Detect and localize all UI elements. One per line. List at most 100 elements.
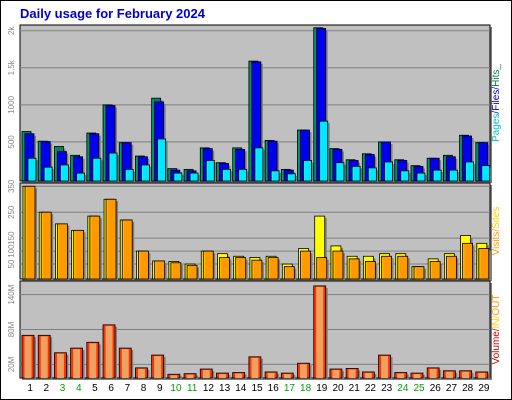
bar-pages-day-16 <box>270 170 282 183</box>
bar-visits-day-13 <box>219 257 232 281</box>
bar-pages-day-27 <box>448 169 460 183</box>
x-tick-label: 2 <box>44 383 50 394</box>
bar-pages-day-23 <box>384 161 395 183</box>
bar-pages-day-24 <box>400 170 411 183</box>
x-tick-label: 9 <box>157 383 163 394</box>
tick-label-visits: 250 <box>7 205 16 219</box>
tick-label-volume: 20M <box>7 356 16 372</box>
bar-visits-day-8 <box>138 250 151 281</box>
bar-volume-day-23 <box>378 354 393 380</box>
bar-visits-day-16 <box>267 257 281 281</box>
bar-visits-day-4 <box>73 229 86 281</box>
bar-volume-day-6 <box>102 324 118 380</box>
bar-pages-day-6 <box>108 152 120 183</box>
bar-volume-day-13 <box>216 372 231 380</box>
bar-visits-day-15 <box>251 259 264 281</box>
bar-visits-day-24 <box>397 255 410 281</box>
bar-visits-day-18 <box>300 250 313 281</box>
x-tick-label: 1 <box>27 383 33 394</box>
bar-visits-day-26 <box>429 261 443 281</box>
bar-pages-day-1 <box>27 157 38 183</box>
bar-volume-day-26 <box>426 367 442 380</box>
bar-visits-day-11 <box>186 264 200 281</box>
tick-label-hits: 1,5k <box>7 59 16 75</box>
bar-visits-day-1 <box>24 185 37 281</box>
bar-visits-day-7 <box>121 219 135 281</box>
bar-visits-day-21 <box>348 258 362 281</box>
bar-volume-day-24 <box>394 372 409 380</box>
bar-pages-day-18 <box>303 160 314 183</box>
x-tick-label: 29 <box>478 383 490 394</box>
bar-pages-day-9 <box>157 138 168 183</box>
bar-volume-day-17 <box>280 372 296 380</box>
bar-volume-day-11 <box>183 373 199 380</box>
bar-visits-day-14 <box>235 257 248 281</box>
bar-volume-day-15 <box>248 356 263 380</box>
bar-visits-day-29 <box>478 248 491 281</box>
bar-pages-day-20 <box>335 162 346 183</box>
bar-visits-day-28 <box>462 242 475 281</box>
x-tick-label: 13 <box>219 383 231 394</box>
bar-visits-day-12 <box>202 250 216 281</box>
x-tick-label: 4 <box>76 383 82 394</box>
bar-visits-day-19 <box>316 257 329 281</box>
x-tick-label: 10 <box>170 383 182 394</box>
bar-pages-day-26 <box>432 169 444 183</box>
x-tick-label: 20 <box>332 383 344 394</box>
bar-volume-day-19 <box>313 285 328 380</box>
x-tick-label: 5 <box>92 383 98 394</box>
legend-volume: Volume/IN/OUT <box>491 294 502 364</box>
tick-label-visits: 50 <box>7 259 16 268</box>
bar-pages-day-4 <box>76 172 87 183</box>
bar-volume-day-7 <box>118 347 134 380</box>
x-tick-label: 11 <box>187 383 198 394</box>
tick-label-volume: 140M <box>7 284 16 304</box>
x-tick-label: 26 <box>430 383 442 394</box>
bar-pages-day-10 <box>173 172 184 183</box>
x-tick-label: 27 <box>446 383 458 394</box>
legend-hits: Pages/Files/Hits_ <box>491 64 502 142</box>
x-tick-label: 8 <box>141 383 147 394</box>
tick-label-volume: 80M <box>7 321 16 337</box>
bar-pages-day-19 <box>319 120 330 183</box>
legend-visits: Visits/Sites <box>491 207 502 256</box>
x-tick-label: 18 <box>300 383 312 394</box>
bar-pages-day-15 <box>254 147 265 183</box>
x-tick-label: 19 <box>316 383 328 394</box>
bar-pages-day-13 <box>222 168 233 183</box>
tick-label-visits: 150 <box>7 231 16 245</box>
bar-pages-day-5 <box>92 157 103 183</box>
bar-volume-day-29 <box>475 371 490 380</box>
x-tick-label: 12 <box>203 383 215 394</box>
bar-visits-day-9 <box>154 260 167 281</box>
bar-volume-day-8 <box>135 367 150 380</box>
bar-visits-day-20 <box>332 250 345 281</box>
x-tick-label: 16 <box>268 383 280 394</box>
bar-visits-day-3 <box>57 223 70 281</box>
bar-visits-day-22 <box>364 261 378 281</box>
tick-label-hits: 2k <box>7 25 16 34</box>
bar-pages-day-7 <box>124 168 136 183</box>
bar-volume-day-18 <box>297 362 312 380</box>
bar-pages-day-28 <box>465 161 476 183</box>
bar-volume-day-16 <box>264 371 280 380</box>
bar-volume-day-14 <box>232 372 247 380</box>
bar-volume-day-22 <box>361 371 377 380</box>
tick-label-visits: 100 <box>7 244 16 258</box>
bar-volume-day-27 <box>442 370 458 380</box>
x-tick-label: 25 <box>414 383 426 394</box>
x-tick-label: 22 <box>365 383 377 394</box>
bar-volume-day-4 <box>70 347 85 380</box>
bar-volume-day-2 <box>37 334 53 380</box>
bar-volume-day-20 <box>329 368 344 380</box>
bar-pages-day-17 <box>286 173 298 183</box>
x-tick-label: 6 <box>108 383 114 394</box>
tick-label-hits: 1000 <box>7 95 16 113</box>
bar-pages-day-25 <box>416 172 427 183</box>
bar-pages-day-3 <box>60 164 71 183</box>
bar-volume-day-9 <box>151 354 166 380</box>
tick-label-hits: 500 <box>7 135 16 149</box>
tick-label-visits: 350 <box>7 179 16 193</box>
bar-visits-day-2 <box>40 211 54 281</box>
